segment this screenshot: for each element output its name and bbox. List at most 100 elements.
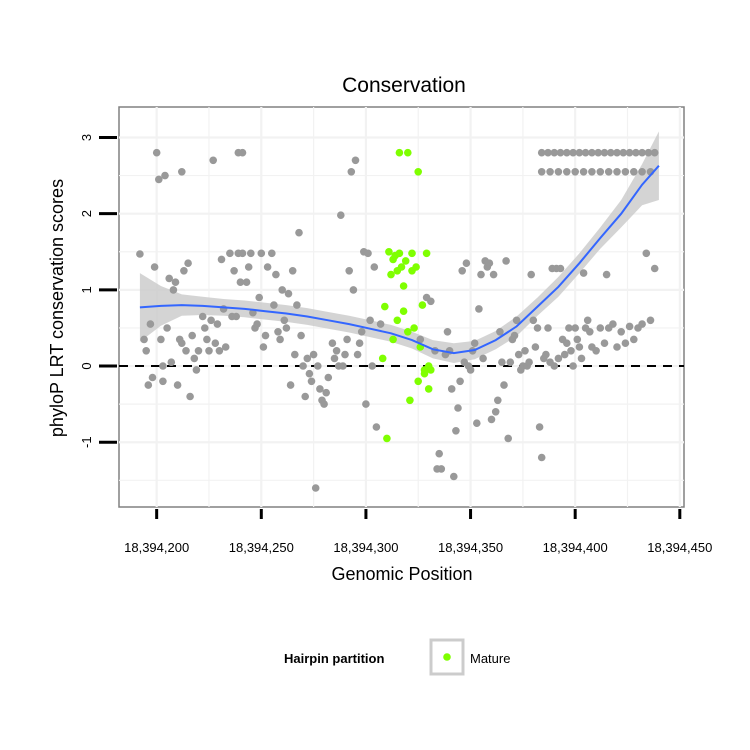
point-other [345, 267, 354, 275]
point-other [491, 408, 500, 416]
smooth-line-group [139, 165, 660, 355]
point-mature [420, 369, 429, 378]
point-other [613, 343, 621, 351]
point-mature [381, 302, 389, 311]
point-other [263, 263, 272, 271]
point-other [201, 324, 209, 332]
point-other [544, 324, 552, 332]
point-other [357, 328, 366, 336]
point-other [274, 328, 282, 336]
point-other [297, 331, 305, 340]
point-other [286, 381, 295, 389]
point-other [370, 263, 379, 271]
point-other [592, 347, 600, 355]
point-mature [414, 168, 423, 176]
point-other [573, 335, 582, 344]
point-other [602, 270, 611, 279]
point-mature [395, 148, 404, 157]
point-other [272, 270, 280, 279]
point-mature [387, 270, 395, 279]
point-other [140, 335, 148, 344]
point-other [586, 328, 594, 336]
point-other [221, 343, 230, 351]
point-other [376, 320, 385, 328]
y-axis: -1 0 1 2 3 [79, 134, 117, 448]
point-other [278, 286, 287, 294]
point-other [625, 148, 634, 157]
point-other [510, 331, 519, 340]
point-other [316, 385, 324, 393]
point-other [146, 320, 155, 328]
point-other [583, 316, 592, 325]
point-other [372, 423, 381, 431]
point-mature [383, 434, 391, 443]
point-other [544, 148, 552, 157]
point-other [458, 267, 467, 275]
point-other [621, 339, 630, 348]
point-mature [378, 354, 387, 363]
point-other [150, 263, 159, 271]
point-other [577, 354, 586, 363]
point-other [427, 297, 435, 306]
point-other [198, 312, 207, 321]
point-mature [399, 307, 408, 316]
point-other [293, 301, 301, 309]
point-other [527, 270, 535, 279]
point-other [305, 369, 314, 378]
y-tick-label: 2 [79, 210, 94, 217]
point-other [630, 168, 638, 176]
point-layer [136, 148, 659, 492]
point-other [571, 324, 579, 332]
point-other [238, 148, 247, 157]
point-other [579, 168, 588, 176]
point-other [600, 148, 609, 157]
point-other [435, 449, 444, 458]
point-other [207, 316, 215, 325]
point-other [303, 354, 312, 363]
point-other [142, 347, 150, 355]
point-mature [389, 335, 397, 344]
point-other [236, 278, 245, 287]
point-other [642, 249, 651, 258]
point-mature [401, 257, 410, 265]
point-mature [418, 301, 427, 309]
point-other [270, 301, 278, 309]
point-other [556, 264, 565, 273]
point-other [569, 362, 577, 370]
point-other [565, 324, 573, 332]
point-other [253, 320, 261, 328]
point-other [571, 168, 579, 176]
point-other [261, 331, 270, 340]
point-other [506, 358, 515, 367]
x-axis-title: Genomic Position [331, 564, 472, 584]
point-other [630, 335, 638, 344]
point-mature [427, 366, 435, 374]
point-other [537, 168, 546, 176]
point-other [259, 343, 268, 351]
point-other [437, 465, 446, 473]
point-other [485, 259, 494, 268]
point-other [347, 168, 356, 176]
point-other [604, 168, 613, 176]
point-other [159, 377, 167, 386]
point-other [579, 269, 588, 277]
y-tick-label: 1 [79, 286, 94, 293]
point-other [487, 415, 496, 424]
point-other [498, 358, 506, 367]
point-other [242, 278, 251, 287]
point-other [244, 263, 253, 271]
point-other [182, 347, 190, 355]
point-mature [395, 249, 404, 258]
point-other [148, 373, 157, 382]
point-other [349, 286, 358, 294]
point-other [192, 366, 201, 374]
point-other [466, 366, 475, 374]
point-other [632, 148, 640, 157]
point-other [638, 168, 646, 176]
point-other [537, 148, 546, 157]
point-other [450, 472, 458, 481]
point-other [575, 148, 584, 157]
smooth-line [139, 165, 660, 355]
point-other [567, 347, 575, 355]
confidence-band-area [139, 131, 659, 363]
